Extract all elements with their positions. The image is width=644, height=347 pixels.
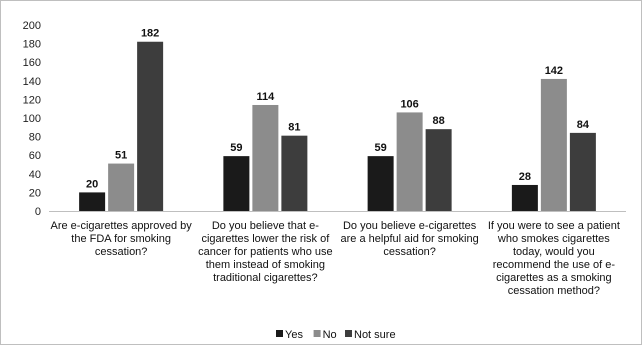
bar-yes <box>223 156 250 211</box>
category-label: Do you believe e-cigarettes are a helpful… <box>341 220 479 258</box>
data-label: 20 <box>86 178 98 190</box>
data-label: 84 <box>577 119 590 131</box>
legend-label: Yes <box>285 329 303 341</box>
y-tick-label: 40 <box>29 169 41 181</box>
data-label: 28 <box>519 171 531 183</box>
data-label: 81 <box>288 122 300 134</box>
data-label: 59 <box>230 142 242 154</box>
y-tick-label: 0 <box>35 206 41 218</box>
bar-no <box>540 78 567 211</box>
axis-layer: 0 20 40 60 80 100 120 140 160 180 200 <box>23 20 626 218</box>
y-tick-label: 20 <box>29 187 41 199</box>
legend-label: No <box>323 329 337 341</box>
data-labels-layer: 20 59 59 28 51 114 106 142 182 81 88 84 <box>86 28 590 191</box>
y-tick-label: 200 <box>23 20 41 32</box>
bar-not-sure <box>137 41 164 211</box>
y-tick-label: 60 <box>29 150 41 162</box>
bar-yes <box>79 192 106 211</box>
data-label: 114 <box>257 91 276 103</box>
y-tick-label: 140 <box>23 76 41 88</box>
y-tick-label: 180 <box>23 39 41 51</box>
category-label: Are e-cigarettes approved by the FDA for … <box>51 220 193 258</box>
bar-not-sure <box>425 129 452 211</box>
bar-no <box>108 163 135 211</box>
data-label: 51 <box>115 150 127 162</box>
legend-label: Not sure <box>354 329 396 341</box>
y-tick-label: 120 <box>23 94 41 106</box>
legend-swatch <box>276 330 283 337</box>
bar-yes <box>511 184 538 211</box>
data-label: 59 <box>375 142 387 154</box>
category-label: If you were to see a patient who smokes c… <box>488 220 620 297</box>
bar-no <box>252 104 279 211</box>
legend-swatch <box>345 330 352 337</box>
data-label: 88 <box>433 115 445 127</box>
bar-not-sure <box>569 132 596 211</box>
legend: Yes No Not sure <box>276 329 396 341</box>
bar-no <box>396 112 423 211</box>
bars-layer <box>79 41 596 211</box>
data-label: 142 <box>545 65 563 77</box>
y-tick-label: 100 <box>23 113 41 125</box>
bar-yes <box>367 156 394 211</box>
category-labels-layer: Are e-cigarettes approved by the FDA for … <box>51 220 620 297</box>
y-tick-label: 80 <box>29 132 41 144</box>
legend-swatch <box>313 330 321 337</box>
data-label: 106 <box>400 98 418 110</box>
bar-not-sure <box>281 135 308 211</box>
data-label: 182 <box>141 28 159 40</box>
y-tick-label: 160 <box>23 57 41 69</box>
category-label: Do you believe that e-cigarettes lower t… <box>198 220 333 284</box>
